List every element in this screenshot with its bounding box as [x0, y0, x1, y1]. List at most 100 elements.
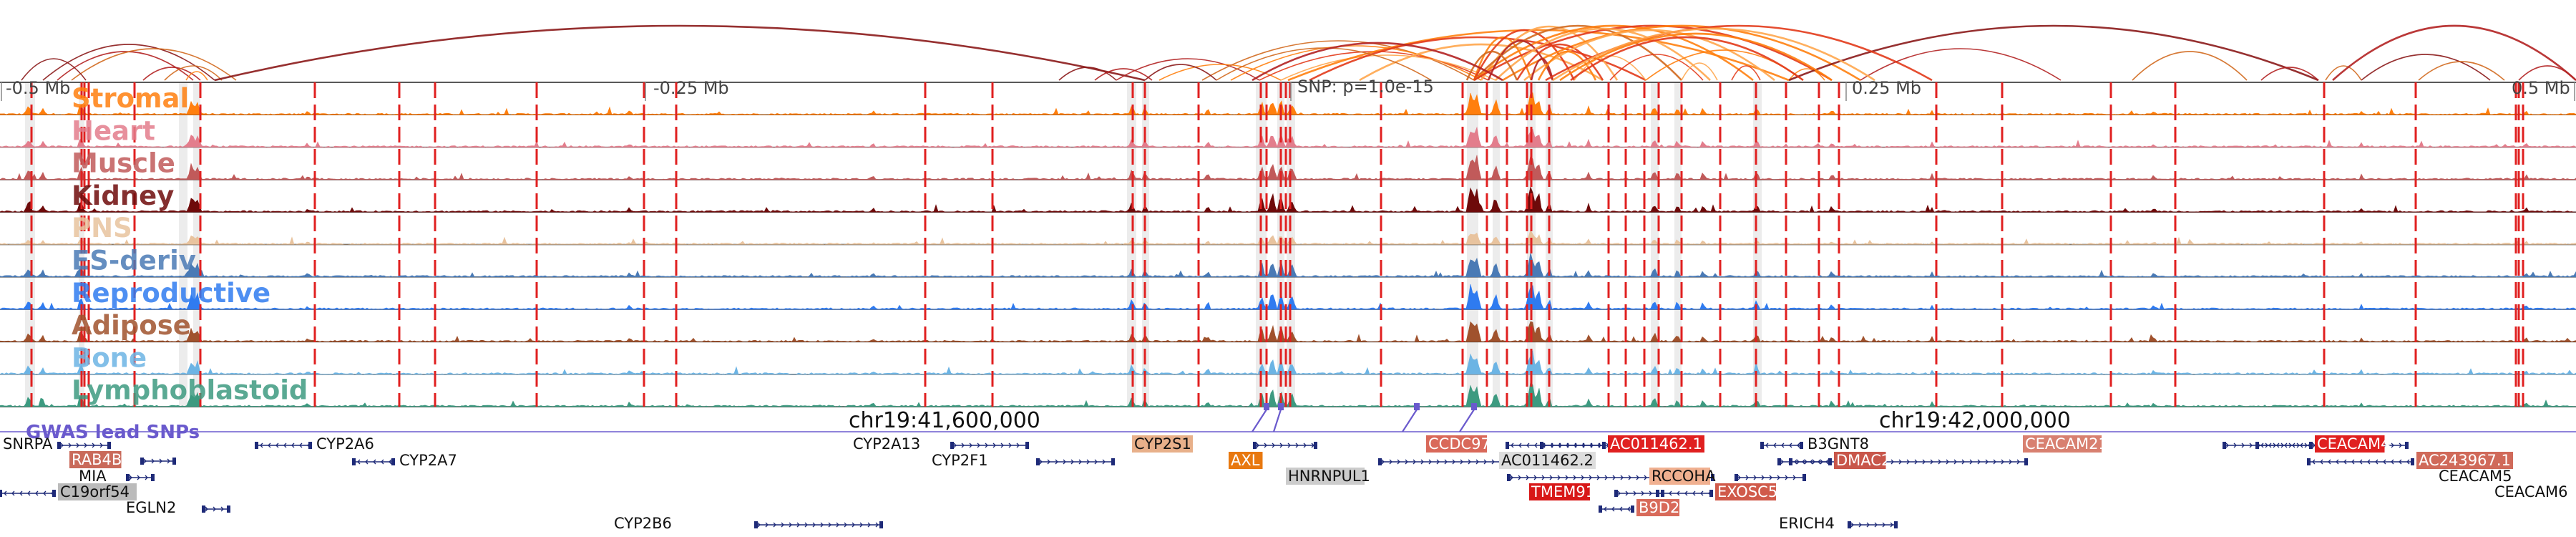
loop-arc [1473, 29, 1576, 81]
strand-chevron [1777, 475, 1780, 480]
strand-chevron [859, 522, 863, 528]
track-label-es-deriv: ES-deriv [72, 246, 196, 276]
strand-chevron [1102, 459, 1106, 465]
strand-chevron [27, 490, 31, 496]
exon-block [754, 521, 758, 528]
exon-block [950, 442, 954, 449]
strand-chevron [1047, 459, 1050, 465]
strand-chevron [2312, 459, 2316, 465]
strand-chevron [1692, 490, 1696, 496]
loop-arc [2260, 67, 2319, 81]
strand-chevron [1526, 442, 1530, 448]
gene-label: CYP2B6 [614, 515, 672, 532]
gene-label-box [1715, 483, 1776, 500]
gene-rccoha: RCCOHA [1649, 468, 1806, 485]
loop-arc [1473, 24, 1833, 82]
strand-chevron [1619, 506, 1623, 512]
strand-chevron [1460, 459, 1463, 465]
strand-chevron [1874, 522, 1878, 528]
strand-chevron [1511, 442, 1514, 448]
gene-label: AC243967.1 [2419, 452, 2511, 469]
gene-erich4: ERICH4 [1779, 515, 1898, 532]
strand-chevron [1612, 475, 1616, 480]
strand-chevron [1633, 490, 1636, 496]
strand-chevron [213, 506, 216, 512]
gwas-snp-marker [1471, 403, 1477, 410]
strand-chevron [1518, 442, 1522, 448]
exon-block [1507, 474, 1511, 481]
strand-chevron [1781, 442, 1785, 448]
gene-b9d2: B9D2 [1599, 499, 1679, 516]
gene-c19orf54: C19orf54 [0, 483, 137, 500]
strand-chevron [1597, 442, 1601, 448]
gwas-snp-connector [1402, 409, 1418, 432]
gene-rab4b: RAB4B [69, 451, 176, 468]
gene-label: AC011462.1 [1610, 435, 1702, 453]
gene-label: RCCOHA [1652, 468, 1716, 485]
strand-chevron [1565, 475, 1568, 480]
loop-arc [1473, 36, 1533, 81]
scale-bar: -0.5 Mb -0.25 Mb SNP: p=1.0e-15 0.25 Mb … [1, 77, 2575, 101]
strand-chevron [151, 458, 155, 464]
gene-label: TMEM91 [1531, 483, 1595, 500]
atac-signal-tracks [0, 82, 2576, 407]
loop-arc [1495, 27, 1711, 81]
strand-chevron [1534, 442, 1538, 448]
strand-chevron [2399, 442, 2402, 448]
strand-chevron [789, 522, 792, 528]
strand-chevron [1510, 475, 1513, 480]
strand-chevron [1882, 522, 1885, 528]
gene-label-box [1636, 499, 1679, 516]
strand-chevron [1303, 442, 1307, 448]
strand-chevron [1866, 522, 1870, 528]
loop-arc [1570, 36, 1804, 82]
gene-label: CEACAM5 [2439, 468, 2512, 485]
strand-chevron [1405, 459, 1408, 465]
coord-label-1: chr19:41,600,000 [849, 408, 1040, 433]
gene-cyp2a7: CYP2A7 [352, 452, 457, 469]
strand-chevron [76, 442, 79, 448]
strand-chevron [137, 475, 140, 480]
loop-arc [1559, 32, 1833, 82]
scale-label-minus-quarter: -0.25 Mb [653, 78, 729, 98]
strand-chevron [1761, 475, 1765, 480]
gene-cyp2b6: CYP2B6 [614, 515, 883, 532]
strand-chevron [1070, 459, 1074, 465]
strand-chevron [92, 442, 95, 448]
strand-chevron [1413, 459, 1416, 465]
gene-label-box [1529, 483, 1590, 500]
exon-block [1631, 505, 1634, 513]
gene-cyp2f1: CYP2F1 [932, 452, 1115, 469]
strand-chevron [1264, 442, 1267, 448]
gene-label: CEACAM21 [2025, 435, 2108, 453]
strand-chevron [1769, 475, 1772, 480]
exon-block [2255, 442, 2259, 449]
exon-block [1711, 474, 1714, 481]
gene-label-box [2023, 435, 2102, 453]
strand-chevron [11, 490, 15, 496]
strand-chevron [765, 522, 769, 528]
strand-chevron [977, 442, 980, 448]
strand-chevron [275, 442, 279, 448]
exon-block [308, 442, 312, 449]
gene-label: CYP2F1 [932, 452, 988, 469]
loop-arc [1280, 54, 1496, 81]
coord-label-2: chr19:42,000,000 [1879, 408, 2071, 433]
strand-chevron [1946, 459, 1949, 465]
gene-label-box [1499, 452, 1596, 469]
loop-arc [1473, 24, 1754, 82]
strand-chevron [260, 442, 263, 448]
strand-chevron [867, 522, 871, 528]
gene-label: CYP2A13 [853, 435, 920, 453]
loop-arc [1530, 57, 1554, 81]
strand-chevron [291, 442, 295, 448]
gene-label: CEACAM6 [2494, 483, 2567, 500]
exon-block [879, 521, 883, 528]
strand-chevron [365, 459, 369, 465]
strand-chevron [283, 442, 287, 448]
track-label-stromal: Stromal [72, 83, 189, 114]
loop-arc [1252, 42, 1503, 82]
exon-block [352, 458, 356, 465]
